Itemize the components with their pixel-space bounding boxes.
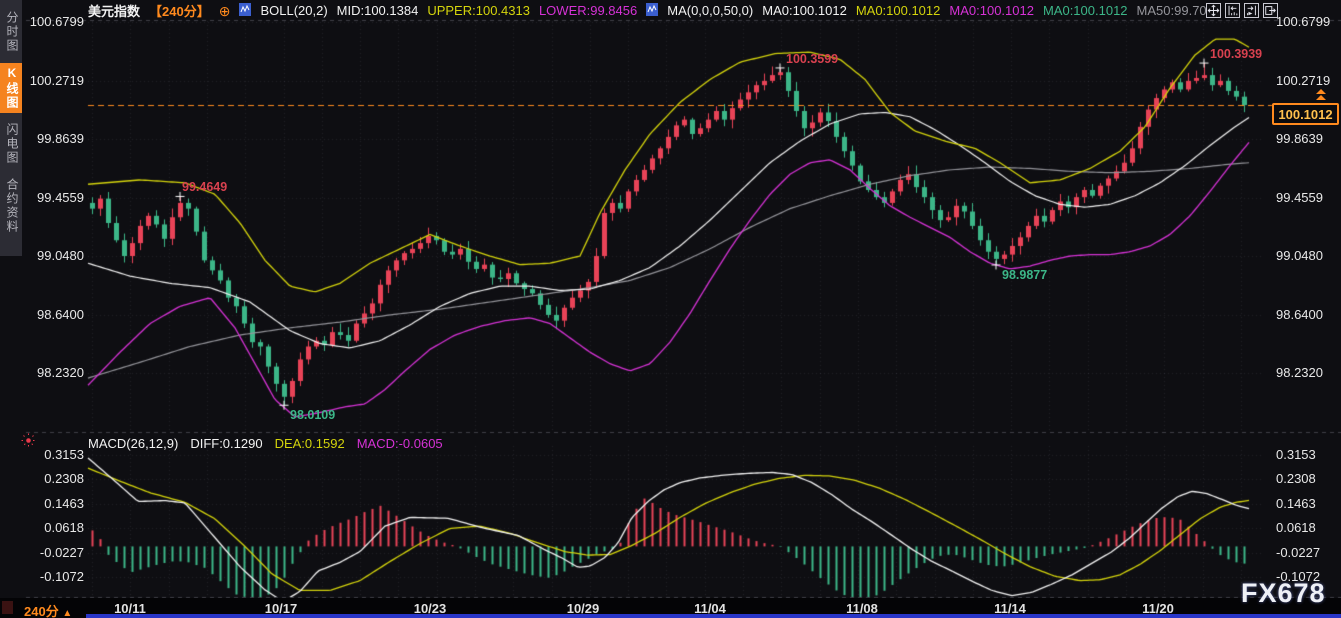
macd-axis-label-right: -0.0227 (1276, 544, 1321, 560)
macd-axis-label-left: -0.0227 (39, 544, 84, 560)
date-label: 11/14 (994, 601, 1026, 616)
time-axis-bar: 240分 ▲ 10/11 10/17 10/23 10/29 11/04 11/08 11/… (0, 598, 1341, 618)
macd-axis-label-right: 0.1463 (1276, 495, 1316, 511)
price-axis-label-right: 98.6400 (1276, 306, 1323, 322)
pan-icon[interactable] (1206, 3, 1221, 18)
sidebar-tab-flash-chart[interactable]: 闪电图 (5, 123, 19, 165)
macd-axis-label-right: 0.2308 (1276, 471, 1316, 487)
current-price-tag: 100.1012 (1272, 103, 1339, 125)
price-annotation: 98.0109 (290, 408, 336, 423)
macd-header: MACD(26,12,9) DIFF:0.1290 DEA:0.1592 MAC… (88, 436, 443, 451)
boll-indicator-icon[interactable] (239, 2, 252, 19)
date-label: 11/20 (1142, 601, 1174, 616)
shift-left-icon[interactable] (1225, 3, 1240, 18)
macd-axis-label-right: 0.3153 (1276, 446, 1316, 462)
price-axis-label-right: 99.0480 (1276, 248, 1323, 264)
macd-diff-value: DIFF:0.1290 (190, 436, 263, 451)
popout-icon[interactable] (1263, 3, 1278, 18)
price-axis-label-left: 99.8639 (37, 131, 84, 147)
interval-selector[interactable]: 240分 ▲ (24, 601, 72, 618)
ma0-value-2: MA0:100.1012 (855, 3, 941, 18)
interval-selector-label: 240分 (24, 604, 59, 618)
price-axis-label-right: 99.8639 (1276, 131, 1323, 147)
boll-lower-value: LOWER:99.8456 (538, 3, 638, 18)
price-axis-label-left: 98.2320 (37, 365, 84, 381)
bottom-accent-bar (86, 614, 1341, 618)
macd-axis-label-left: 0.2308 (44, 471, 84, 487)
sidebar-tab-time-chart[interactable]: 分时图 (5, 11, 19, 53)
macd-axis-label-left: 0.0618 (44, 520, 84, 536)
add-indicator-icon[interactable]: ⊕ (218, 2, 231, 19)
shift-right-icon[interactable] (1244, 3, 1259, 18)
macd-label: MACD(26,12,9) (88, 436, 179, 451)
date-label: 10/23 (413, 601, 447, 616)
chevron-up-icon: ▲ (62, 608, 73, 618)
price-annotation: 100.3939 (1210, 47, 1263, 62)
ma-indicator-icon[interactable] (646, 2, 659, 19)
price-axis-label-left: 98.6400 (37, 306, 84, 322)
window-toolbar (1206, 3, 1278, 18)
macd-dea-value: DEA:0.1592 (274, 436, 345, 451)
boll-label: BOLL(20,2) (260, 3, 328, 18)
date-label: 11/08 (846, 601, 878, 616)
price-axis-label-right: 99.4559 (1276, 189, 1323, 205)
current-price-value: 100.1012 (1278, 106, 1333, 122)
boll-mid-value: MID:100.1384 (336, 3, 419, 18)
ma50-value: MA50:99.7042 (1136, 3, 1222, 18)
macd-axis-label-right: -0.1072 (1276, 569, 1321, 585)
price-axis-label-left: 100.6799 (29, 14, 84, 29)
double-chevron-up-icon[interactable] (1316, 95, 1326, 100)
macd-axis-label-left: 0.1463 (44, 495, 84, 511)
sidebar: 分时图 K线图 闪电图 合约资料 (0, 0, 22, 256)
date-label: 10/29 (566, 601, 600, 616)
date-label: 10/11 (114, 601, 146, 616)
macd-axis-label-left: -0.1072 (39, 569, 84, 585)
price-annotation: 98.9877 (1002, 267, 1048, 282)
indicator-bar: 美元指数 【240分】 ⊕ BOLL(20,2) MID:100.1384 UP… (88, 2, 1221, 19)
ma0-value-4: MA0:100.1012 (1042, 3, 1128, 18)
price-axis-label-left: 99.4559 (37, 189, 84, 205)
price-axis-label-left: 100.2719 (29, 72, 84, 88)
ma-label: MA(0,0,0,50,0) (667, 3, 754, 18)
ma0-value-3: MA0:100.1012 (949, 3, 1034, 18)
ma0-value-1: MA0:100.1012 (762, 3, 847, 18)
macd-axis-label-left: 0.3153 (44, 446, 84, 462)
price-annotation: 99.4649 (182, 180, 228, 195)
footer-icon (2, 601, 13, 614)
double-chevron-up-icon[interactable] (1316, 89, 1326, 94)
price-axis-label-right: 100.6799 (1276, 14, 1331, 29)
symbol-title: 美元指数 (88, 4, 141, 19)
indicator-settings-icon[interactable] (21, 433, 36, 453)
price-annotation: 100.3599 (786, 51, 839, 66)
sidebar-tab-candle-chart[interactable]: K线图 (0, 63, 22, 113)
date-label: 10/17 (264, 601, 298, 616)
watermark: FX678 (1241, 578, 1326, 608)
date-label: 11/04 (694, 601, 726, 616)
interval-label: 【240分】 (149, 4, 210, 19)
boll-upper-value: UPPER:100.4313 (427, 3, 530, 18)
macd-axis-label-right: 0.0618 (1276, 520, 1316, 536)
price-axis-label-right: 100.2719 (1276, 72, 1331, 88)
price-axis-label-left: 99.0480 (37, 248, 84, 264)
macd-hist-value: MACD:-0.0605 (356, 436, 443, 451)
price-axis-label-right: 98.2320 (1276, 365, 1323, 381)
sidebar-tab-contract-info[interactable]: 合约资料 (5, 178, 19, 234)
